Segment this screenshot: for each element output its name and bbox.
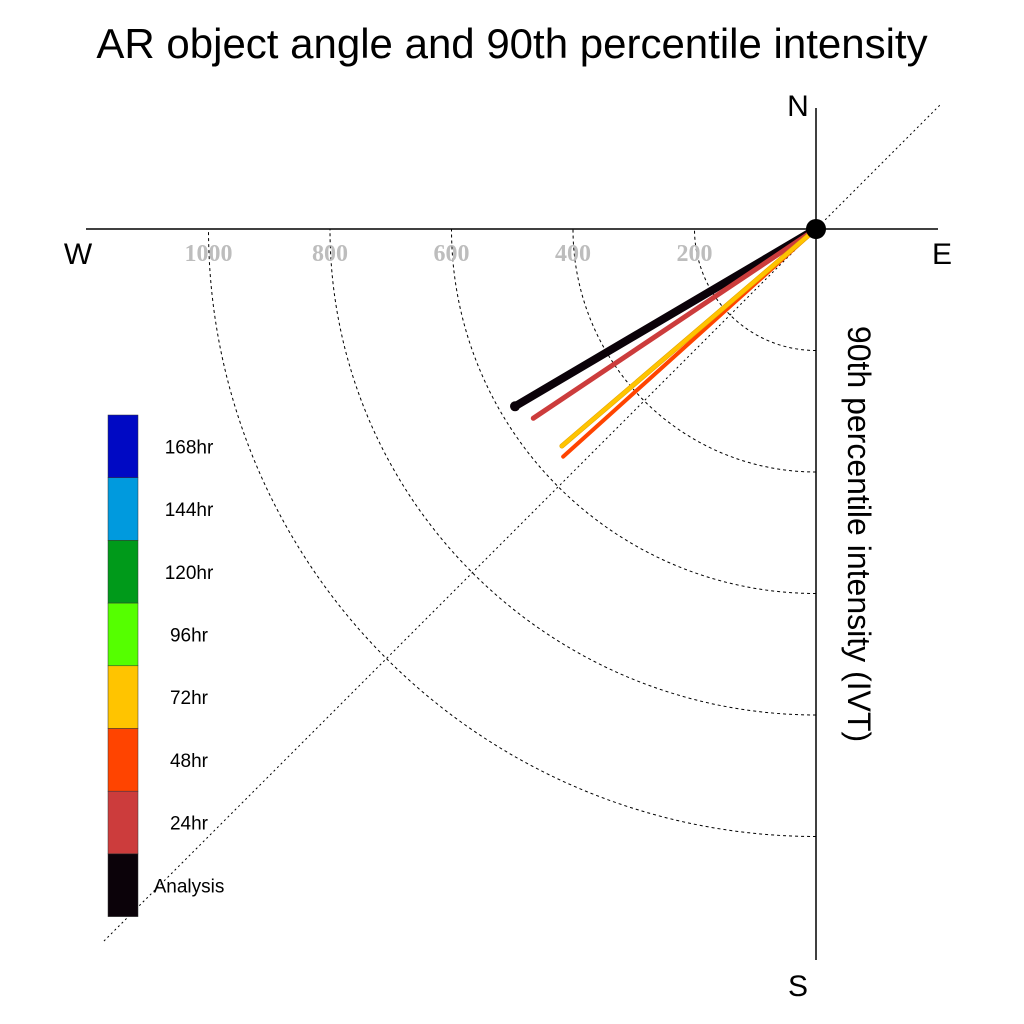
grid-arc-800 xyxy=(329,228,817,716)
compass-north: N xyxy=(787,90,809,123)
legend-label-analysis: Analysis xyxy=(154,876,225,897)
legend-label-48hr: 48hr xyxy=(170,751,209,772)
series-line-72hr xyxy=(559,227,818,448)
grid-arc-200 xyxy=(694,228,817,351)
legend-swatch-24hr xyxy=(107,790,139,855)
radial-tick-label: 800 xyxy=(312,241,348,267)
legend-label-120hr: 120hr xyxy=(165,563,214,584)
legend-swatch-48hr xyxy=(107,728,139,792)
series-72hr xyxy=(559,226,819,449)
legend-swatch-120hr xyxy=(107,540,139,604)
series-lines xyxy=(510,225,820,459)
diagonal-guide-line xyxy=(102,104,941,943)
radial-tick-label: 400 xyxy=(555,241,591,267)
radial-tick-label: 200 xyxy=(677,241,713,267)
legend-swatch-168hr xyxy=(107,414,139,478)
grid xyxy=(102,104,941,943)
compass-south: S xyxy=(788,970,808,1003)
origin-marker xyxy=(806,219,826,239)
series-line-24hr xyxy=(530,226,819,421)
legend-swatch-144hr xyxy=(107,477,139,541)
legend-label-144hr: 144hr xyxy=(165,500,214,521)
legend-swatch-96hr xyxy=(107,602,139,667)
radial-ticks: 200 400 600 800 1000 xyxy=(185,241,713,267)
legend-swatch-analysis xyxy=(107,853,139,917)
compass-west: W xyxy=(64,238,93,271)
compass-east: E xyxy=(932,238,952,271)
series-line-analysis xyxy=(511,225,820,411)
series-analysis xyxy=(510,225,820,412)
grid-arc-400 xyxy=(572,228,817,473)
series-24hr xyxy=(530,226,819,421)
radial-tick-label: 1000 xyxy=(185,241,233,267)
legend: 168hr 144hr 120hr 96hr 72hr 48hr 24hr Analysis xyxy=(107,414,225,917)
legend-label-72hr: 72hr xyxy=(170,688,209,709)
grid-arc-1000 xyxy=(208,228,817,837)
series-endpoint-analysis xyxy=(510,401,521,412)
legend-label-24hr: 24hr xyxy=(170,814,209,835)
legend-label-168hr: 168hr xyxy=(165,437,214,458)
radial-tick-label: 600 xyxy=(434,241,470,267)
legend-swatch-72hr xyxy=(107,665,139,729)
legend-label-96hr: 96hr xyxy=(170,625,209,646)
grid-arc-600 xyxy=(451,228,817,594)
chart-title: AR object angle and 90th percentile inte… xyxy=(96,20,927,67)
radial-axis-label: 90th percentile intensity (IVT) xyxy=(841,326,877,742)
